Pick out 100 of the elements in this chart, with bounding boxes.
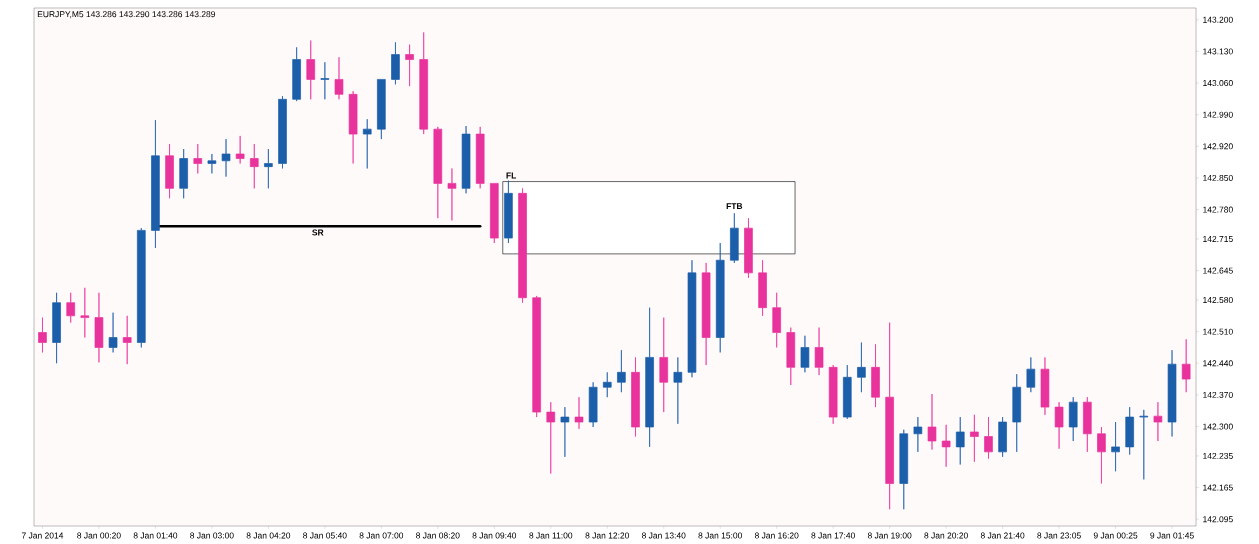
candlestick [38,317,47,353]
x-tick-label: 8 Jan 13:40 [641,532,686,539]
candlestick [1097,426,1106,484]
x-tick-label: 8 Jan 21:40 [980,532,1025,539]
candlestick [715,242,725,353]
y-tick-label: 142.580 [1203,297,1233,303]
x-tick-label: 8 Jan 17:40 [811,532,855,539]
candlestick [1153,401,1163,442]
candlestick [391,42,400,85]
candlestick [984,416,993,459]
y-tick-label: 142.095 [1203,516,1233,523]
x-tick-label: 7 Jan 2014 [21,532,64,539]
candlestick [447,168,457,221]
candlestick [1068,396,1078,442]
x-tick-label: 8 Jan 09:40 [472,532,517,539]
candlestick [1054,401,1064,450]
x-tick-label: 8 Jan 20:20 [924,532,968,539]
candlestick [151,119,160,249]
x-tick-label: 8 Jan 16:20 [754,532,799,539]
candlestick [772,292,781,348]
candlestick [687,259,697,378]
candlestick [489,183,499,244]
candlestick [842,364,852,420]
candlestick [941,424,951,468]
candlestick [532,295,541,418]
y-tick-label: 142.990 [1203,111,1233,118]
candlestick [80,287,90,338]
candlestick [602,371,612,398]
y-tick-label: 142.645 [1203,267,1233,274]
candlestick [165,143,174,199]
candlestick [1026,357,1036,393]
y-tick-label: 142.850 [1203,174,1233,181]
candlestick [122,315,132,365]
candlestick [913,416,923,453]
chart-title: EURJPY,M5 143.286 143.290 143.286 143.289 [37,11,216,19]
candlestick [348,90,358,164]
candlestick [461,125,471,194]
candlestick [1181,338,1191,393]
candlestick [137,227,146,348]
candlestick [800,335,810,373]
candlestick [504,180,513,244]
candlestick [52,292,61,364]
candlestick [292,46,301,102]
candlestick [546,401,556,474]
y-tick-label: 142.510 [1203,328,1233,335]
y-tick-label: 142.780 [1203,206,1233,213]
y-tick-label: 142.165 [1203,484,1233,491]
candlestick [207,153,217,174]
candlestick [179,148,188,199]
candlestick [588,381,598,428]
x-tick-label: 9 Jan 01:45 [1150,532,1194,539]
candlestick [885,322,894,510]
candlestick [786,327,796,386]
x-tick-label: 8 Jan 05:40 [303,532,347,539]
candlestick [673,357,683,425]
candlestick [94,292,104,363]
candlestick [1125,406,1134,455]
x-tick-label: 8 Jan 08:20 [416,532,460,539]
candlestick [235,135,245,164]
y-tick-label: 142.920 [1203,143,1233,150]
y-tick-label: 143.200 [1203,16,1233,23]
candlestick [955,416,965,465]
x-tick-label: 8 Jan 11:00 [529,532,573,539]
band-label: FL [506,172,517,179]
candlestick [970,414,979,463]
candlestick [574,396,584,430]
candlestick [617,349,626,393]
candlestick [758,259,767,317]
candlestick [560,406,570,458]
x-tick-label: 8 Jan 01:40 [133,532,178,539]
candlestick [249,143,259,189]
candlestick [899,429,909,510]
x-tick-label: 8 Jan 00:20 [77,532,121,539]
x-tick-label: 8 Jan 07:00 [359,532,404,539]
y-tick-label: 142.715 [1203,235,1233,242]
candlestick [701,262,711,366]
candlestick [814,327,824,376]
candlestick [1167,349,1177,437]
candlestick [264,148,273,189]
candlestick [221,138,231,177]
candlestick [730,212,739,264]
y-tick-label: 142.300 [1203,423,1233,430]
candlestick [828,364,838,425]
candlestick [108,312,118,353]
candlestick [744,217,753,279]
candlestick [405,44,414,87]
candlestick [334,56,344,100]
candlestick [1083,396,1092,453]
candlestick [871,343,880,408]
y-tick-label: 143.060 [1203,80,1233,87]
y-tick-label: 142.370 [1203,391,1233,398]
candlestick [857,342,866,393]
y-tick-label: 142.235 [1203,452,1233,459]
candlestick [659,317,669,413]
x-tick-label: 8 Jan 04:20 [246,532,291,539]
x-tick-label: 8 Jan 03:00 [190,532,234,539]
candlestick [306,40,316,100]
candlestick [631,357,640,437]
candlestick [66,292,76,323]
y-tick-label: 143.130 [1203,48,1233,55]
